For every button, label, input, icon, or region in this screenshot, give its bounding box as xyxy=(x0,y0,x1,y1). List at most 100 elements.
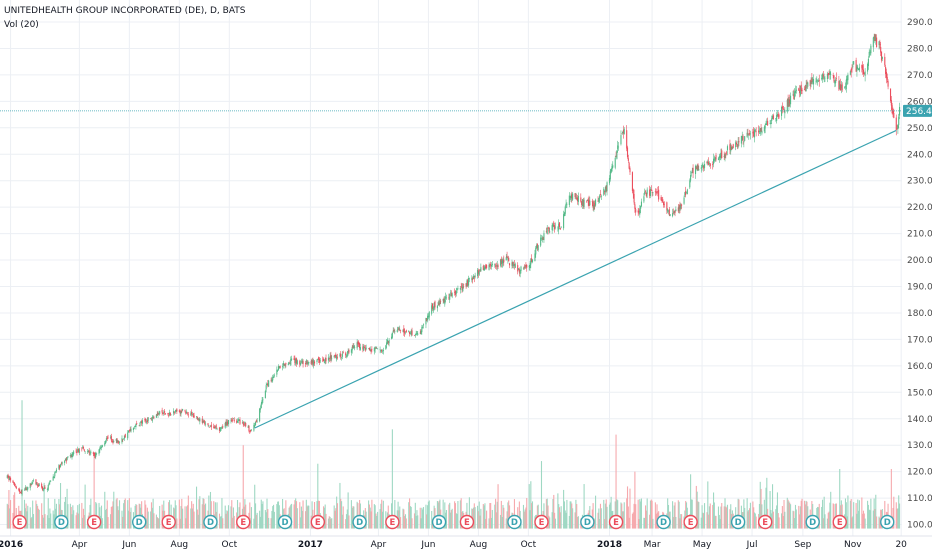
candle xyxy=(29,482,31,491)
candle xyxy=(822,71,824,80)
volume-bar xyxy=(799,514,801,529)
candle xyxy=(445,292,447,303)
candle xyxy=(153,415,155,420)
dividend-marker[interactable]: D xyxy=(54,514,69,530)
candle xyxy=(546,225,548,235)
candle xyxy=(421,324,423,335)
dividend-marker[interactable]: D xyxy=(131,514,147,530)
candle xyxy=(184,409,186,413)
earnings-marker[interactable]: E xyxy=(310,514,326,530)
dividend-marker[interactable]: D xyxy=(805,514,820,530)
dividend-marker[interactable]: D xyxy=(277,514,293,530)
volume-bar xyxy=(26,511,28,529)
volume-bar xyxy=(749,508,751,529)
dividend-marker[interactable]: D xyxy=(730,514,746,530)
candle xyxy=(227,419,229,427)
volume-bar xyxy=(560,506,562,529)
volume-bar xyxy=(677,500,679,529)
candle xyxy=(563,211,565,217)
volume-bar xyxy=(341,501,343,529)
candle xyxy=(795,85,797,94)
candle xyxy=(241,420,243,424)
volume-bar xyxy=(335,508,337,529)
volume-bar xyxy=(748,510,750,529)
candle xyxy=(858,63,860,73)
candle xyxy=(709,162,711,169)
earnings-marker[interactable]: E xyxy=(683,514,698,530)
candle xyxy=(736,144,738,150)
volume-bar xyxy=(489,503,491,529)
candle xyxy=(610,168,612,174)
dividend-marker[interactable]: D xyxy=(431,514,447,530)
earnings-marker[interactable]: E xyxy=(236,514,251,530)
earnings-marker[interactable]: E xyxy=(608,514,624,530)
candle xyxy=(776,112,778,124)
candle xyxy=(895,114,897,136)
volume-bar xyxy=(558,507,561,529)
volume-bar xyxy=(299,502,301,529)
candle xyxy=(650,185,652,191)
earnings-marker[interactable]: E xyxy=(86,514,102,530)
candle xyxy=(53,475,55,479)
candle xyxy=(661,197,663,203)
volume-bar xyxy=(300,517,302,529)
dividend-marker[interactable]: D xyxy=(656,514,671,530)
volume-bar xyxy=(174,500,176,529)
candle xyxy=(823,73,825,83)
candle xyxy=(352,343,354,349)
candle xyxy=(208,424,210,428)
dividend-marker[interactable]: D xyxy=(880,514,895,530)
candle xyxy=(547,227,549,229)
earnings-marker[interactable]: E xyxy=(459,514,475,530)
volume-bar xyxy=(482,503,484,529)
volume-bar xyxy=(629,488,631,529)
volume-bar xyxy=(156,516,158,529)
earnings-marker[interactable]: E xyxy=(12,514,27,530)
volume-bar xyxy=(672,517,674,529)
candle xyxy=(651,189,653,197)
volume-bar xyxy=(46,515,48,529)
candle xyxy=(551,222,553,234)
volume-bar xyxy=(898,503,901,529)
volume-bar xyxy=(847,495,849,529)
candle xyxy=(404,328,406,337)
volume-bar xyxy=(371,499,373,529)
volume-bar xyxy=(346,509,348,529)
dividend-marker[interactable]: D xyxy=(580,514,595,530)
candle xyxy=(64,458,67,462)
candle xyxy=(855,57,857,72)
candle xyxy=(151,415,153,423)
candle xyxy=(43,485,45,491)
volume-bar xyxy=(804,504,806,529)
candle xyxy=(213,423,215,429)
volume-bar xyxy=(713,502,715,529)
candle xyxy=(216,427,218,431)
dividend-marker[interactable]: D xyxy=(203,514,218,530)
candle xyxy=(348,348,350,355)
candle xyxy=(150,417,152,420)
earnings-marker[interactable]: E xyxy=(832,514,847,530)
volume-bar xyxy=(720,506,722,529)
candle xyxy=(141,419,143,426)
trendline[interactable] xyxy=(254,129,897,429)
earnings-marker[interactable]: E xyxy=(161,514,176,530)
dividend-marker[interactable]: D xyxy=(352,514,367,530)
candle xyxy=(563,210,565,231)
volume-bar xyxy=(101,518,103,529)
earnings-marker[interactable]: E xyxy=(385,514,400,530)
earnings-marker[interactable]: E xyxy=(757,514,773,530)
candle xyxy=(427,313,429,323)
candle xyxy=(37,483,39,487)
candle xyxy=(576,195,579,205)
volume-bar xyxy=(334,510,336,529)
candle xyxy=(52,474,54,481)
candle xyxy=(626,125,628,152)
candle xyxy=(118,440,120,445)
candle xyxy=(881,56,883,62)
volume-bar xyxy=(179,518,181,529)
dividend-marker[interactable]: D xyxy=(507,514,522,530)
earnings-marker[interactable]: E xyxy=(534,514,549,530)
volume-bar xyxy=(781,513,783,529)
volume-bar xyxy=(473,503,475,529)
